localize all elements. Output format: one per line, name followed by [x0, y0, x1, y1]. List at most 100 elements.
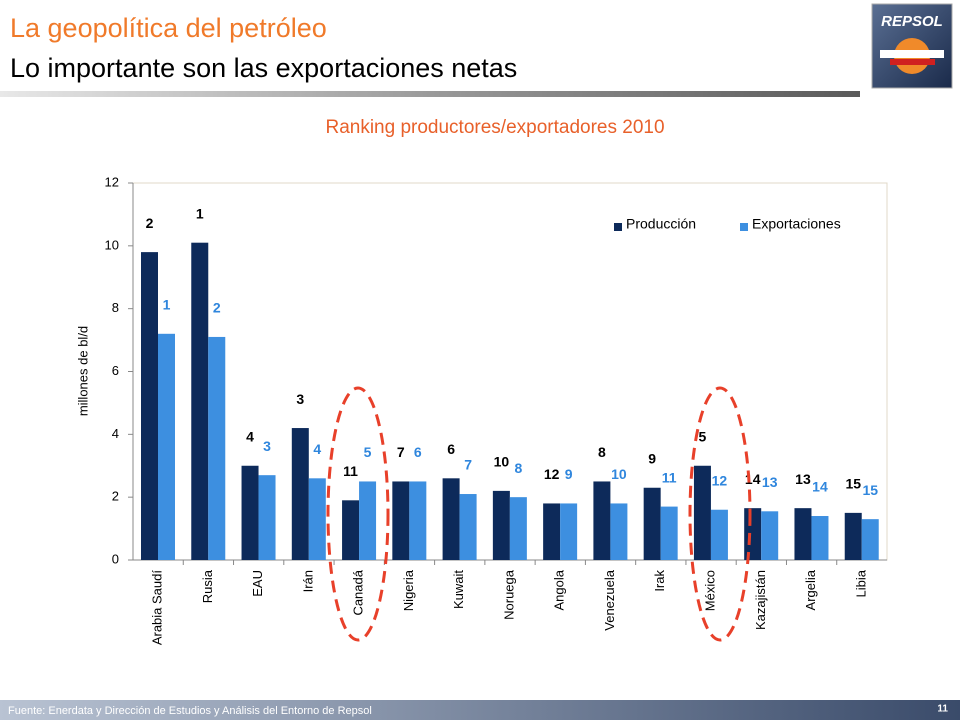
- bar: [291, 428, 309, 560]
- rank-label: 12: [712, 472, 728, 488]
- rank-label: 7: [397, 444, 405, 460]
- y-tick-label: 2: [112, 489, 119, 504]
- rank-label: 8: [598, 444, 606, 460]
- bar: [610, 503, 628, 560]
- bar: [409, 481, 427, 560]
- x-tick-label: Argelia: [803, 569, 818, 610]
- y-tick-label: 6: [112, 363, 119, 378]
- rank-label: 8: [514, 460, 522, 476]
- bar: [710, 509, 728, 560]
- logo-band-red: [890, 59, 935, 65]
- footer-bar: [0, 700, 960, 720]
- bar: [191, 242, 209, 561]
- rank-label: 5: [699, 428, 707, 444]
- x-tick-label: Irak: [652, 570, 667, 592]
- highlight-ellipse: [326, 386, 390, 642]
- bar: [593, 481, 611, 560]
- bar: [258, 475, 276, 560]
- bar: [560, 503, 578, 560]
- rank-label: 15: [845, 476, 861, 492]
- rank-label: 3: [296, 391, 304, 407]
- y-tick-label: 10: [105, 237, 119, 252]
- bar: [543, 503, 561, 560]
- rank-label: 2: [146, 215, 154, 231]
- bar: [693, 465, 711, 560]
- rank-label: 6: [414, 444, 422, 460]
- x-tick-label: Kuwait: [451, 570, 466, 609]
- rank-label: 9: [565, 466, 573, 482]
- rank-label: 7: [464, 457, 472, 473]
- legend-swatch: [614, 223, 622, 231]
- rank-label: 11: [343, 463, 358, 479]
- rank-label: 1: [196, 205, 204, 221]
- bar: [744, 508, 762, 560]
- bar: [643, 487, 661, 560]
- x-tick-label: Noruega: [501, 569, 516, 620]
- y-tick-label: 0: [112, 551, 119, 566]
- x-tick-label: Nigeria: [401, 569, 416, 611]
- rank-label: 1: [163, 297, 171, 313]
- bar: [392, 481, 410, 560]
- bar: [158, 333, 175, 560]
- rank-label: 3: [263, 438, 271, 454]
- y-tick-label: 8: [112, 300, 119, 315]
- bar: [208, 336, 226, 560]
- legend-swatch: [740, 223, 748, 231]
- bar: [459, 494, 477, 560]
- logo-text: REPSOL: [881, 13, 943, 30]
- bar: [241, 465, 259, 560]
- logo-band: [880, 50, 944, 58]
- rank-label: 10: [611, 466, 627, 482]
- x-tick-label: Arabia Saudí: [150, 570, 165, 646]
- bar: [861, 519, 879, 560]
- y-axis-label: millones de bl/d: [75, 326, 90, 416]
- rank-label: 4: [313, 441, 321, 457]
- rank-label: 6: [447, 441, 455, 457]
- page-number: 11: [937, 704, 948, 715]
- rank-label: 13: [795, 471, 811, 487]
- rank-label: 13: [762, 474, 778, 490]
- slide-subtitle: Lo importante son las exportaciones neta…: [10, 53, 517, 83]
- rank-label: 4: [246, 428, 254, 444]
- rank-label: 12: [544, 466, 560, 482]
- slide-title: La geopolítica del petróleo: [10, 13, 327, 43]
- bar: [308, 478, 326, 560]
- bar: [359, 481, 377, 560]
- bar: [492, 490, 510, 560]
- rank-label: 10: [494, 454, 510, 470]
- rank-label: 2: [213, 300, 221, 316]
- bar: [141, 252, 158, 560]
- rank-label: 9: [648, 450, 656, 466]
- bar: [811, 516, 829, 560]
- rank-label: 15: [862, 482, 878, 498]
- bar: [509, 497, 527, 560]
- x-tick-label: Irán: [300, 570, 315, 592]
- rank-label: 11: [662, 469, 677, 485]
- chart-title: Ranking productores/exportadores 2010: [325, 117, 664, 138]
- header-rule: [0, 91, 860, 97]
- x-tick-label: México: [703, 570, 718, 611]
- bar: [442, 478, 460, 560]
- x-tick-label: Libia: [853, 569, 868, 597]
- bar: [844, 512, 862, 560]
- legend-label: Exportaciones: [752, 216, 841, 232]
- legend-label: Producción: [626, 216, 696, 232]
- bar: [794, 508, 812, 560]
- rank-label: 14: [812, 479, 828, 495]
- y-tick-label: 12: [105, 174, 119, 189]
- x-tick-label: Rusia: [200, 569, 215, 603]
- x-tick-label: Venezuela: [602, 569, 617, 630]
- rank-label: 5: [364, 444, 372, 460]
- y-tick-label: 4: [112, 426, 119, 441]
- x-tick-label: Angola: [552, 569, 567, 610]
- x-tick-label: Kazajistán: [753, 570, 768, 630]
- highlight-ellipse: [688, 386, 752, 642]
- bar: [342, 500, 360, 560]
- bar: [761, 511, 779, 560]
- footer-source: Fuente: Enerdata y Dirección de Estudios…: [8, 705, 372, 717]
- bar: [660, 506, 678, 560]
- x-tick-label: EAU: [250, 570, 265, 597]
- x-tick-label: Canadá: [351, 569, 366, 615]
